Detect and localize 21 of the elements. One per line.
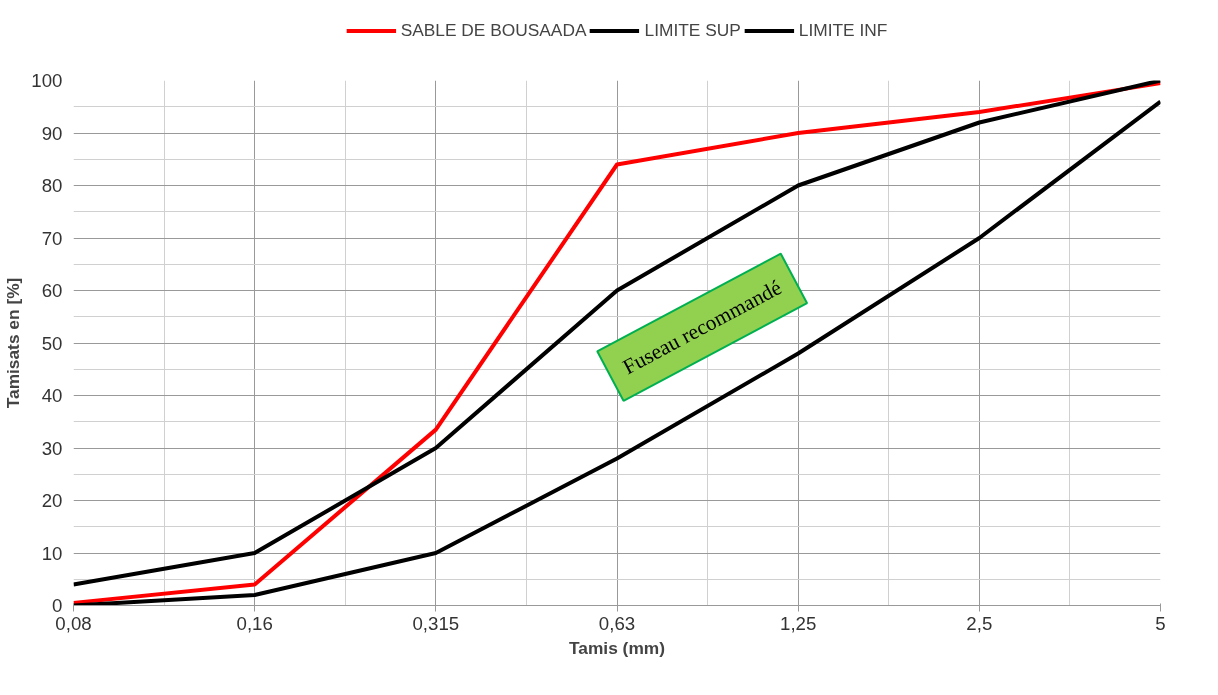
x-tick-label: 0,16 — [236, 612, 273, 634]
y-tick-label: 90 — [41, 122, 63, 144]
x-tick-label: 0,63 — [598, 612, 636, 634]
y-tick-label: 10 — [41, 542, 63, 564]
y-tick-label: 20 — [41, 490, 63, 511]
y-tick-label: 30 — [41, 437, 63, 459]
legend-label: LIMITE INF — [798, 19, 888, 41]
x-tick-label: 2,5 — [966, 612, 993, 634]
x-axis-title: Tamis (mm) — [569, 637, 665, 658]
y-tick-label: 70 — [41, 227, 63, 249]
y-tick-label: 40 — [41, 385, 63, 406]
x-tick-label: 5 — [1155, 612, 1166, 634]
y-tick-label: 50 — [41, 332, 63, 354]
x-tick-label: 1,25 — [780, 612, 817, 634]
legend-label: SABLE DE BOUSAADA — [400, 19, 587, 41]
y-axis-title: Tamisats en [%] — [3, 277, 24, 409]
y-tick-label: 80 — [41, 175, 63, 196]
y-tick-label: 60 — [41, 280, 63, 301]
x-tick-label: 0,315 — [412, 612, 460, 634]
y-tick-label: 100 — [31, 70, 63, 91]
legend-label: LIMITE SUP — [644, 19, 741, 41]
